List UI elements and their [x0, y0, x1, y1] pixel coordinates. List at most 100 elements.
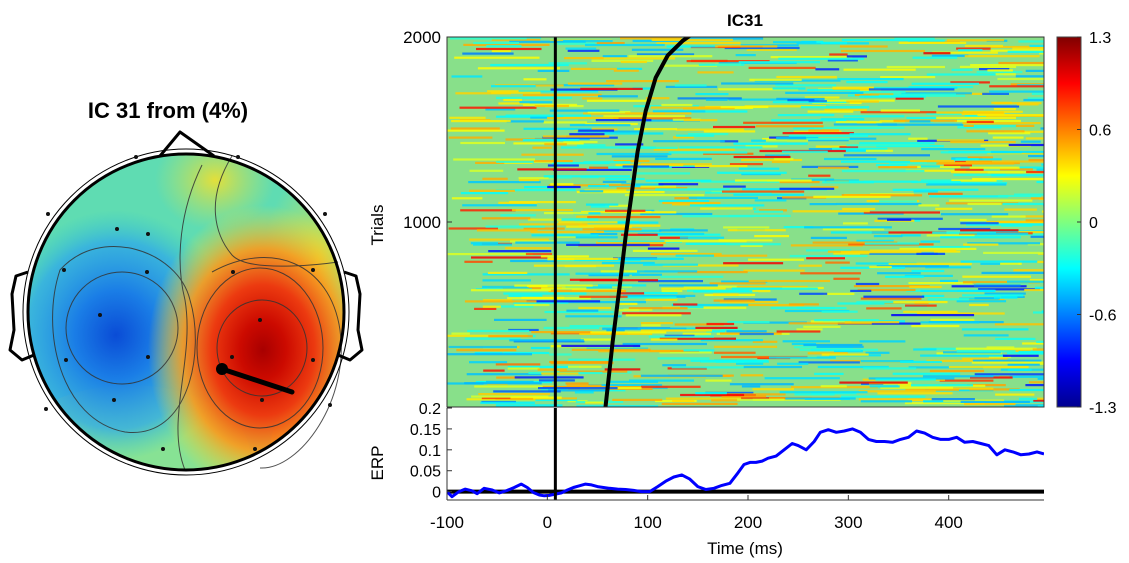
heatmap-cell [653, 148, 735, 151]
heatmap-cell [490, 63, 569, 67]
heatmap-cell [812, 241, 898, 244]
heatmap-cell [1026, 170, 1044, 174]
heatmap-cell [552, 162, 610, 165]
heatmap-cell [700, 207, 753, 210]
heatmap-cell [880, 76, 936, 79]
heatmap-cell [474, 307, 497, 310]
heatmap-cell [904, 402, 985, 405]
heatmap-cell [1036, 168, 1044, 171]
heatmap-cell [909, 120, 931, 123]
heatmap-cell [579, 295, 628, 298]
heatmap-cell [602, 180, 627, 183]
heatmap-cell [773, 157, 794, 161]
heatmap-cell [469, 189, 515, 192]
heatmap-cell [1034, 286, 1044, 289]
heatmap-cell [495, 363, 541, 366]
heatmap-cell [468, 181, 541, 184]
heatmap-cell [873, 235, 903, 238]
heatmap-cell [846, 100, 879, 103]
heatmap-cell [503, 292, 587, 295]
heatmap-cell [1024, 288, 1044, 292]
sorting-curve [603, 37, 692, 407]
heatmap-cell [991, 215, 1026, 218]
heatmap-cell [904, 274, 953, 277]
heatmap-cell [911, 269, 945, 273]
heatmap-cell [612, 398, 663, 401]
heatmap-cell [547, 164, 579, 167]
heatmap-cell [464, 382, 542, 385]
heatmap-cell [1025, 384, 1044, 387]
heatmap-cell [596, 42, 625, 45]
heatmap-cell [776, 97, 825, 100]
heatmap-cell [682, 215, 754, 218]
topo-head-outline [8, 130, 364, 472]
colorbar-tick-label: 1.3 [1089, 30, 1111, 47]
heatmap-cell [473, 243, 512, 246]
heatmap-cell [889, 162, 939, 165]
heatmap-cell [1036, 340, 1044, 343]
heatmap-cell [929, 195, 1009, 198]
heatmap-cell [721, 280, 768, 283]
heatmap-cell [769, 356, 836, 359]
heatmap-cell [796, 328, 823, 331]
heatmap-cell [450, 127, 500, 130]
heatmap-cell [803, 325, 841, 328]
heatmap-cell [860, 252, 938, 255]
heatmap-cell [604, 132, 664, 135]
heatmap-cell [542, 136, 618, 139]
heatmap-cell [868, 88, 955, 91]
heatmap-cell [598, 284, 647, 287]
erp-plot: 0 0.05 0.1 0.15 0.2 -100 0 100 200 300 400 ERP Ti… [368, 401, 1044, 558]
heatmap-cell [804, 226, 892, 229]
heatmap-cell [569, 278, 618, 281]
heatmap-cell [531, 331, 592, 334]
heatmap-cell [842, 207, 876, 211]
heatmap-cell [640, 185, 677, 188]
heatmap-cell [972, 178, 1044, 181]
heatmap-cell [451, 75, 483, 78]
heatmap-cell [1007, 368, 1032, 371]
heatmap-cell [829, 53, 848, 56]
heatmap-cell [923, 347, 984, 350]
heatmap-cell [569, 124, 631, 127]
heatmap-cell [508, 294, 543, 297]
heatmap-cell [604, 368, 641, 371]
heatmap-cell [846, 55, 867, 58]
heatmap-cell [540, 255, 589, 258]
heatmap-cell [464, 337, 521, 340]
colorbar-tick-label: -1.3 [1089, 400, 1117, 417]
heatmap-cell [729, 383, 794, 386]
heatmap-cell [899, 247, 977, 250]
heatmap-cell [718, 239, 773, 242]
heatmap-cell [700, 339, 763, 342]
heatmap-cell [714, 345, 778, 348]
heatmap-cell [666, 45, 718, 48]
heatmap-cell [622, 165, 670, 168]
heatmap-cell [977, 232, 1029, 235]
heatmap-cell [936, 139, 985, 142]
heatmap-cell [849, 133, 911, 136]
heatmap-cell [1027, 97, 1044, 100]
heatmap-cell [798, 361, 860, 364]
heatmap-cell [736, 362, 764, 365]
heatmap-cell [491, 38, 541, 41]
heatmap-cell [491, 91, 541, 94]
heatmap-cell [815, 68, 840, 71]
heatmap-cell [695, 93, 729, 96]
heatmap-cell [671, 366, 745, 369]
heatmap-cell [967, 242, 1040, 245]
heatmap-cell [480, 401, 535, 404]
heatmap-cell [966, 130, 1025, 133]
heatmap-cell [676, 134, 715, 137]
heatmap-cell [953, 173, 1006, 177]
heatmap-cell [589, 166, 609, 169]
heatmap-cell [723, 185, 746, 188]
heatmap-cell [776, 75, 837, 79]
heatmap-cell [911, 325, 960, 328]
head-circle [26, 152, 346, 472]
heatmap-cell [820, 118, 865, 121]
heatmap-cell [476, 229, 538, 232]
heatmap-cell [496, 160, 534, 163]
heatmap-cell [863, 211, 940, 214]
heatmap-cell [771, 119, 847, 122]
